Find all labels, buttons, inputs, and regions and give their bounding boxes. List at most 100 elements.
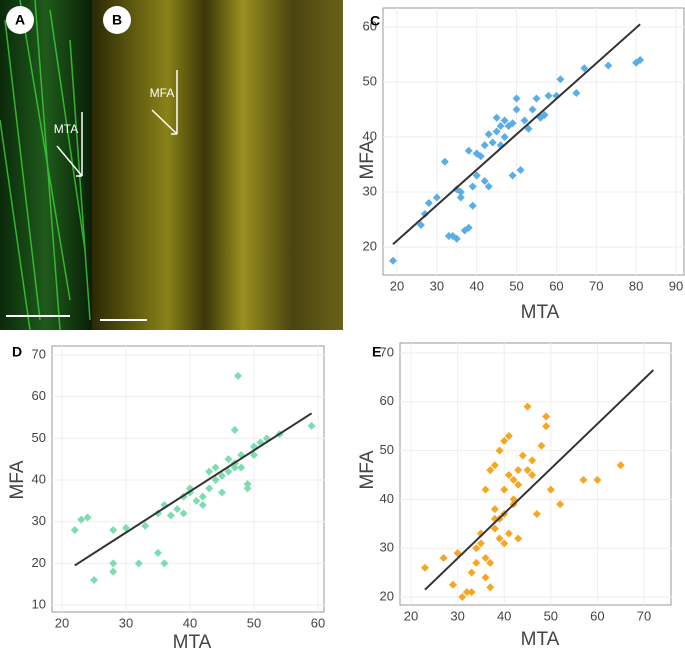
data-point xyxy=(500,485,509,494)
x-tick-label: 50 xyxy=(247,615,261,630)
image-label: B xyxy=(112,12,122,28)
data-point xyxy=(476,152,485,161)
data-point xyxy=(546,485,555,494)
data-point xyxy=(230,463,239,472)
data-point xyxy=(472,171,481,180)
data-point xyxy=(250,451,258,459)
data-point xyxy=(154,548,162,557)
x-tick-label: 90 xyxy=(669,278,683,293)
trend-line xyxy=(424,369,655,591)
micrograph-b xyxy=(92,0,343,330)
data-point xyxy=(604,61,613,70)
data-point xyxy=(500,436,509,445)
panel-label: C xyxy=(370,13,380,29)
data-point xyxy=(420,210,429,218)
y-tick-label: 30 xyxy=(32,513,46,528)
x-tick-label: 70 xyxy=(589,278,603,293)
y-axis-label: MFA xyxy=(7,460,28,499)
data-point xyxy=(537,441,546,450)
data-point xyxy=(464,146,473,155)
trend-line xyxy=(74,412,313,567)
data-point xyxy=(464,223,473,232)
data-point xyxy=(198,501,207,509)
data-point xyxy=(500,133,509,141)
data-point xyxy=(389,256,398,265)
plot-area xyxy=(382,7,685,276)
data-point xyxy=(416,221,425,229)
data-point xyxy=(496,122,505,130)
data-point xyxy=(122,523,130,532)
data-point xyxy=(504,529,513,538)
data-point xyxy=(636,56,645,64)
plot-area xyxy=(399,342,672,606)
data-point xyxy=(234,371,242,380)
data-point xyxy=(514,480,523,489)
x-tick-label: 50 xyxy=(509,278,523,293)
label-circle xyxy=(6,6,34,34)
data-point xyxy=(141,521,150,530)
data-point xyxy=(528,456,537,465)
data-point xyxy=(572,89,581,97)
data-point xyxy=(173,505,182,514)
data-point xyxy=(472,544,481,553)
data-point xyxy=(500,116,509,125)
data-point xyxy=(495,534,504,543)
panel-label: E xyxy=(372,344,381,360)
data-point xyxy=(109,559,118,568)
x-tick-label: 50 xyxy=(544,608,558,623)
data-point xyxy=(488,138,497,147)
data-point xyxy=(508,171,517,180)
x-tick-label: 60 xyxy=(549,278,563,293)
data-point xyxy=(205,484,214,493)
micrograph-a xyxy=(0,0,92,330)
y-tick-label: 30 xyxy=(380,540,394,555)
data-point xyxy=(243,480,252,489)
data-point xyxy=(486,558,495,567)
x-tick-label: 70 xyxy=(637,608,651,623)
y-tick-label: 60 xyxy=(363,18,377,33)
x-tick-label: 40 xyxy=(497,608,511,623)
data-point xyxy=(424,199,433,207)
data-point xyxy=(218,488,226,497)
data-point xyxy=(205,467,214,476)
y-tick-label: 60 xyxy=(380,393,394,408)
data-point xyxy=(532,94,541,103)
x-tick-label: 60 xyxy=(311,615,325,630)
x-tick-label: 80 xyxy=(629,278,643,293)
data-point xyxy=(458,593,467,601)
data-point xyxy=(456,193,465,202)
data-point xyxy=(211,476,220,484)
y-tick-label: 40 xyxy=(363,128,377,143)
y-tick-label: 50 xyxy=(380,442,394,457)
data-point xyxy=(579,475,588,484)
x-tick-label: 60 xyxy=(590,608,604,623)
y-tick-label: 70 xyxy=(32,346,46,361)
y-tick-label: 30 xyxy=(363,183,377,198)
data-point xyxy=(542,412,551,421)
plot-area xyxy=(51,345,325,613)
image-label: A xyxy=(15,12,25,28)
data-point xyxy=(109,526,118,534)
angle-marker xyxy=(6,70,178,321)
y-tick-label: 40 xyxy=(380,491,394,506)
data-point xyxy=(520,116,529,125)
data-point xyxy=(467,568,476,577)
data-point xyxy=(211,463,220,472)
data-point xyxy=(224,467,233,476)
data-point xyxy=(580,64,589,73)
label-circle xyxy=(103,6,131,34)
y-tick-label: 40 xyxy=(32,471,46,486)
data-point xyxy=(432,193,441,202)
data-point xyxy=(83,513,92,522)
data-point xyxy=(481,553,490,562)
data-point xyxy=(490,505,499,514)
trend-line xyxy=(392,23,641,245)
x-tick-label: 40 xyxy=(183,615,197,630)
data-point xyxy=(504,471,513,479)
data-point xyxy=(472,558,481,567)
data-point xyxy=(476,539,485,548)
data-point xyxy=(481,485,490,494)
data-point xyxy=(218,471,226,480)
